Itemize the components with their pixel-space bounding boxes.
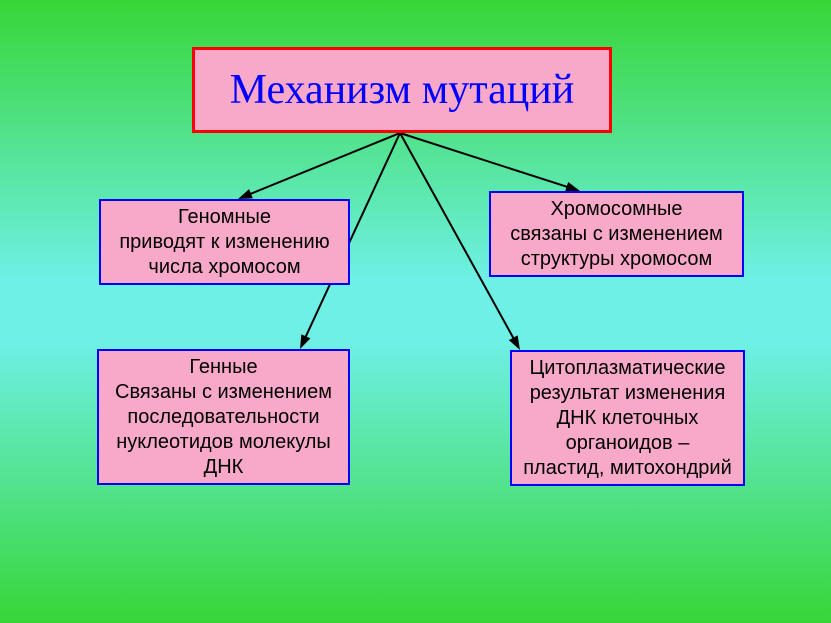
child-text-line: Геномные	[178, 205, 271, 230]
child-box-gene: ГенныеСвязаны с изменениемпоследовательн…	[97, 349, 350, 485]
child-text-line: Генные	[189, 355, 257, 380]
child-box-cytoplasmic: Цитоплазматическиерезультат измененияДНК…	[510, 350, 745, 486]
child-text-line: органоидов –	[566, 431, 690, 456]
child-text-line: связаны с изменением	[510, 222, 723, 247]
child-text-line: числа хромосом	[148, 255, 300, 280]
child-text-line: Связаны с изменением	[115, 380, 332, 405]
child-text-line: приводят к изменению	[119, 230, 329, 255]
child-text-line: пластид, митохондрий	[523, 456, 732, 481]
child-text-line: результат изменения	[530, 381, 726, 406]
child-text-line: Цитоплазматические	[530, 356, 726, 381]
child-text-line: ДНК клеточных	[557, 406, 699, 431]
child-box-genomic: Геномныеприводят к изменениючисла хромос…	[99, 199, 350, 285]
title-box: Механизм мутаций	[192, 47, 612, 133]
child-box-chromosomal: Хромосомныесвязаны с изменениемструктуры…	[489, 191, 744, 277]
title-text: Механизм мутаций	[230, 66, 575, 114]
child-text-line: Хромосомные	[550, 197, 682, 222]
child-text-line: нуклеотидов молекулы	[116, 430, 331, 455]
child-text-line: последовательности	[127, 405, 319, 430]
child-text-line: ДНК	[204, 455, 244, 480]
child-text-line: структуры хромосом	[521, 247, 712, 272]
